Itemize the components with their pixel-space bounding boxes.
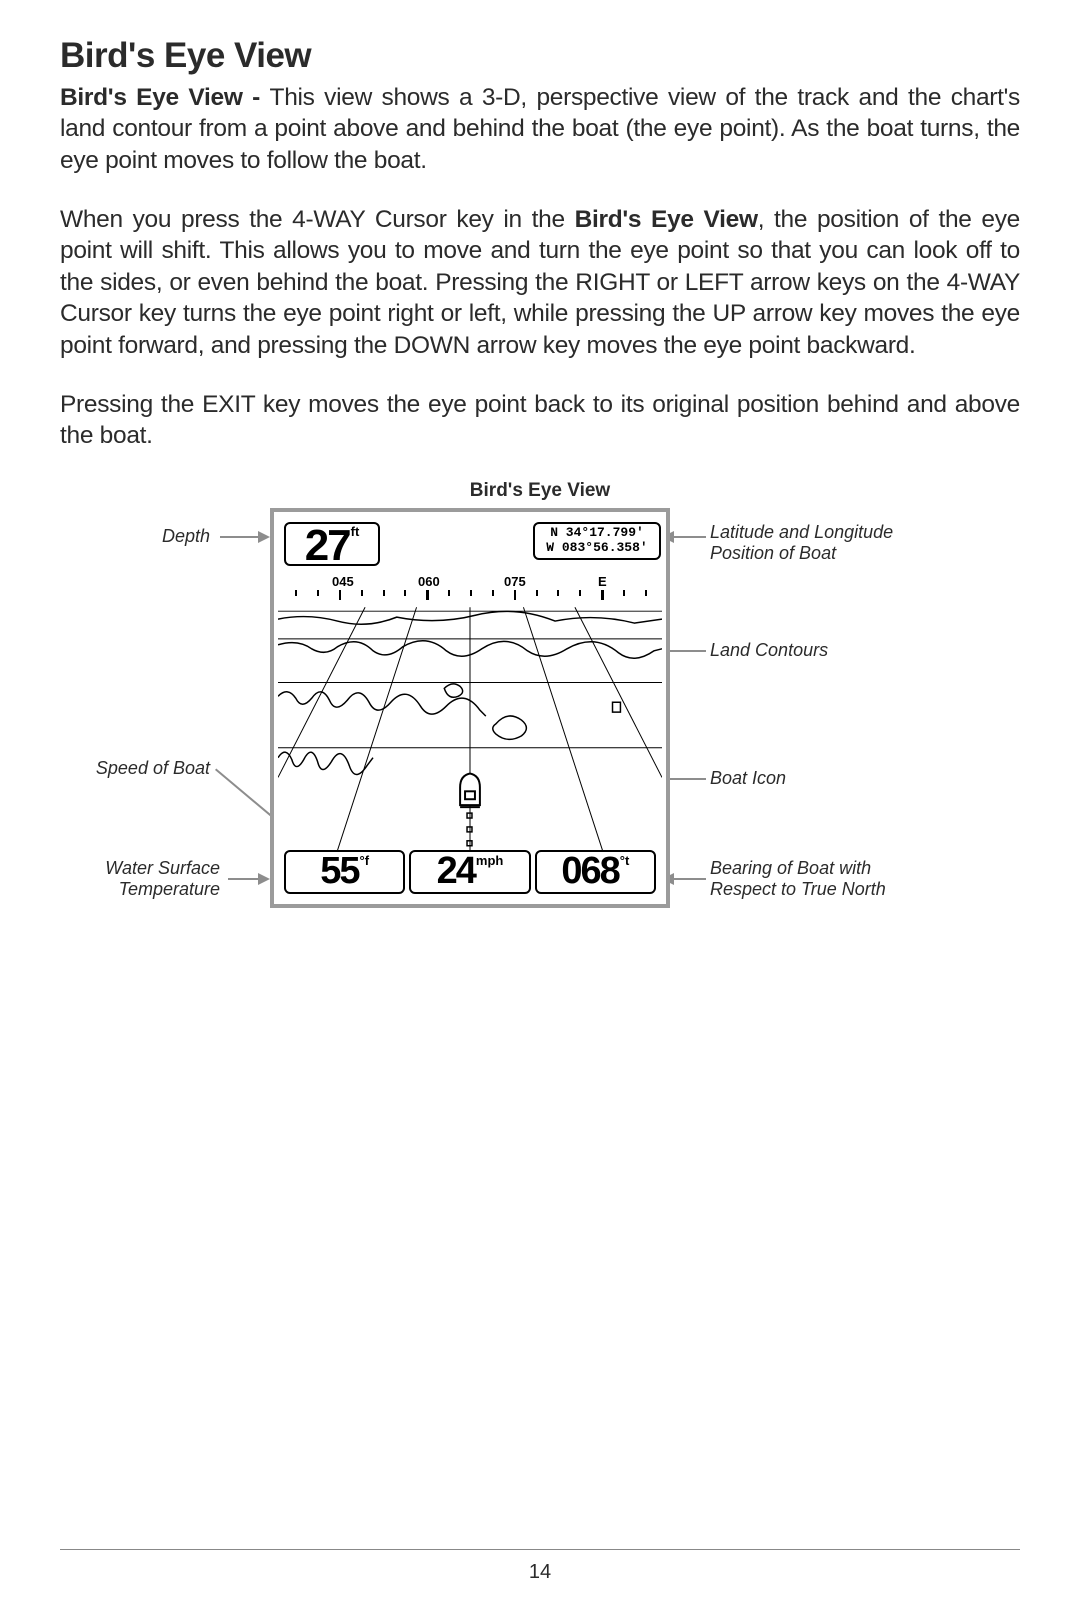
paragraph-1: Bird's Eye View - This view shows a 3-D,… (60, 82, 1020, 176)
speed-value: 24 (437, 852, 475, 890)
callout-land: Land Contours (710, 640, 910, 662)
screen-inner: 27 ft N 34°17.799' W 083°56.358' 045 060… (278, 516, 662, 900)
figure-birds-eye-view: Bird's Eye View Depth Speed of Boat Wate… (60, 480, 1020, 980)
callout-speed: Speed of Boat (60, 758, 210, 780)
compass-label: 075 (504, 574, 526, 589)
bottom-readouts: 55 °f 24 mph 068 °t (284, 850, 656, 894)
arrow-icon (664, 536, 706, 538)
coords-readout: N 34°17.799' W 083°56.358' (533, 522, 661, 560)
depth-readout: 27 ft (284, 522, 380, 566)
temp-value: 55 (320, 852, 358, 890)
arrow-icon (220, 536, 268, 538)
depth-value: 27 (305, 524, 350, 568)
compass-label: E (598, 574, 607, 589)
callout-bearing: Bearing of Boat with Respect to True Nor… (710, 858, 930, 901)
callout-temp: Water Surface Temperature (60, 858, 220, 901)
para2-a: When you press the 4-WAY Cursor key in t… (60, 206, 575, 233)
compass-label: 060 (418, 574, 440, 589)
coords-lon: W 083°56.358' (546, 541, 647, 555)
perspective-map (278, 598, 662, 852)
arrow-icon (228, 878, 268, 880)
page-number: 14 (0, 1561, 1080, 1584)
manual-page: Bird's Eye View Bird's Eye View - This v… (0, 0, 1080, 1620)
figure-title: Bird's Eye View (60, 480, 1020, 502)
depth-unit: ft (351, 525, 360, 538)
device-screen: 27 ft N 34°17.799' W 083°56.358' 045 060… (270, 508, 670, 908)
paragraph-3: Pressing the EXIT key moves the eye poin… (60, 389, 1020, 452)
bearing-unit: °t (620, 854, 630, 867)
speed-readout: 24 mph (409, 850, 530, 894)
compass-strip: 045 060 075 E (278, 574, 662, 600)
footer-rule (60, 1549, 1020, 1550)
speed-unit: mph (476, 854, 503, 867)
paragraph-2: When you press the 4-WAY Cursor key in t… (60, 204, 1020, 361)
bearing-value: 068 (561, 852, 618, 890)
callout-depth: Depth (60, 526, 210, 548)
callout-boat: Boat Icon (710, 768, 910, 790)
coords-lat: N 34°17.799' (550, 526, 644, 540)
compass-label: 045 (332, 574, 354, 589)
arrow-icon (664, 878, 706, 880)
temp-unit: °f (360, 854, 370, 867)
callout-latlon: Latitude and Longitude Position of Boat (710, 522, 910, 565)
temp-readout: 55 °f (284, 850, 405, 894)
para2-bold: Bird's Eye View (575, 206, 758, 233)
para1-lead: Bird's Eye View - (60, 84, 270, 111)
boat-icon (460, 773, 480, 807)
section-heading: Bird's Eye View (60, 36, 1020, 76)
bearing-readout: 068 °t (535, 850, 656, 894)
